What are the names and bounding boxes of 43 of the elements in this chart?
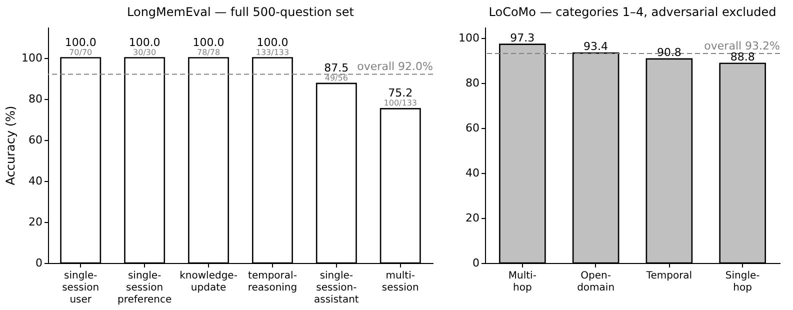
annotation: 49/56: [324, 73, 348, 82]
x-tick-label: single-session preference: [118, 270, 172, 306]
x-tick-label: Single-hop: [725, 270, 760, 294]
y-tick-label: 20: [466, 212, 480, 225]
data-label: 87.5: [324, 61, 349, 74]
y-tick-label: 100: [22, 51, 42, 64]
y-tick-label: 80: [466, 76, 480, 90]
ref-line-label: overall 93.2%: [704, 40, 780, 53]
data-label: 93.4: [584, 40, 608, 54]
data-label: 100.0: [256, 36, 288, 49]
y-tick-label: 100: [458, 32, 480, 45]
annotation: 133/133: [256, 48, 290, 57]
y-tick-label: 60: [28, 133, 42, 146]
annotation: 70/70: [69, 48, 92, 57]
y-tick-label: 40: [466, 166, 480, 180]
annotation: 100/133: [384, 98, 417, 108]
data-label: 97.3: [510, 31, 535, 44]
ref-line-label: overall 92.0%: [357, 60, 433, 74]
data-label: 90.8: [656, 46, 682, 59]
y-tick-label: 20: [28, 215, 42, 228]
y-tick-label: 40: [28, 174, 42, 188]
chart-title: LongMemEval — full 500-question set: [126, 5, 354, 19]
x-tick-label: single-session- assistant: [314, 270, 359, 306]
y-axis-title: Accuracy (%): [4, 106, 18, 186]
data-label: 100.0: [128, 36, 160, 49]
y-tick-label: 0: [36, 256, 42, 270]
x-tick-label: Open-domain: [577, 270, 615, 294]
data-label: 88.8: [730, 50, 755, 64]
y-tick-label: 0: [472, 256, 480, 270]
x-tick-label: single-session user: [62, 270, 100, 306]
chart-title: LoCoMo — categories 1–4, adversarial excluded: [488, 5, 776, 19]
annotation: 30/30: [133, 48, 156, 57]
y-tick-label: 80: [28, 92, 42, 106]
x-tick-label: Multi-hop: [508, 270, 537, 294]
annotation: 78/78: [196, 48, 220, 57]
x-tick-label: Temporal: [645, 270, 692, 282]
data-label: 75.2: [388, 86, 413, 100]
data-label: 100.0: [192, 36, 224, 49]
data-label: 100.0: [64, 36, 96, 49]
x-tick-label: knowledge- update: [180, 270, 238, 294]
x-tick-label: multi- session: [382, 270, 419, 294]
x-tick-label: temporal- reasoning: [248, 270, 298, 294]
y-tick-label: 60: [466, 122, 480, 135]
